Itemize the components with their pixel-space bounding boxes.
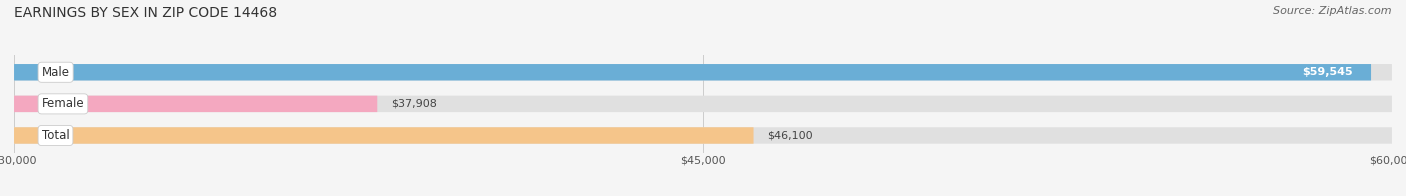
Text: $37,908: $37,908 [391, 99, 437, 109]
FancyBboxPatch shape [14, 96, 377, 112]
FancyBboxPatch shape [14, 64, 1392, 81]
Text: Total: Total [42, 129, 69, 142]
Text: Source: ZipAtlas.com: Source: ZipAtlas.com [1274, 6, 1392, 16]
FancyBboxPatch shape [14, 96, 1392, 112]
Text: EARNINGS BY SEX IN ZIP CODE 14468: EARNINGS BY SEX IN ZIP CODE 14468 [14, 6, 277, 20]
Text: $46,100: $46,100 [768, 131, 813, 141]
Text: Female: Female [42, 97, 84, 110]
FancyBboxPatch shape [14, 127, 1392, 144]
FancyBboxPatch shape [14, 64, 1371, 81]
FancyBboxPatch shape [14, 127, 754, 144]
Text: $59,545: $59,545 [1302, 67, 1353, 77]
Text: Male: Male [42, 66, 70, 79]
